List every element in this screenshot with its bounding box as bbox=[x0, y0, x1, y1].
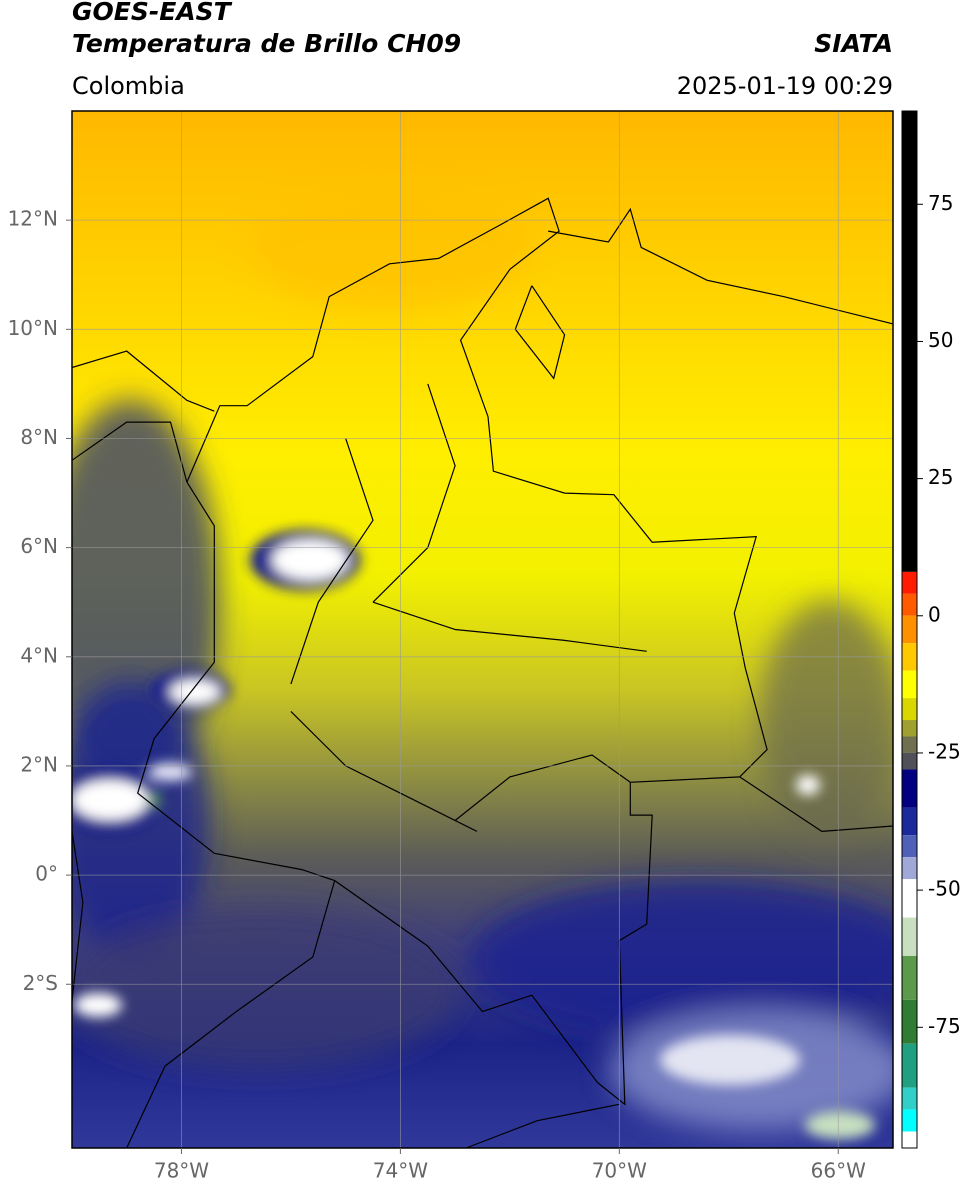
grid bbox=[72, 111, 893, 1148]
colorbar bbox=[902, 111, 917, 1148]
colorbar-segment bbox=[902, 698, 917, 721]
region: Colombia bbox=[72, 72, 185, 100]
colorbar-segment bbox=[902, 643, 917, 671]
colorbar-segment bbox=[902, 1087, 917, 1110]
convective-cells bbox=[72, 530, 875, 1139]
colorbar-segment bbox=[902, 670, 917, 699]
colorbar-segment bbox=[902, 615, 917, 644]
border-line bbox=[290, 438, 374, 685]
colorbar-segment bbox=[902, 736, 917, 753]
timestamp: 2025-01-19 00:29 bbox=[677, 72, 893, 100]
x-tick-label: 70°W bbox=[592, 1159, 647, 1183]
colorbar-segment bbox=[902, 857, 917, 880]
colorbar-segment bbox=[902, 835, 917, 858]
y-tick-label: 2°S bbox=[23, 971, 58, 995]
border-line bbox=[72, 831, 84, 1001]
colorbar-tick-label: 75 bbox=[928, 191, 953, 215]
border-line bbox=[465, 1103, 620, 1148]
colorbar-segment bbox=[902, 807, 917, 836]
colorbar-segment bbox=[902, 111, 917, 572]
map-frame bbox=[71, 110, 894, 1149]
colorbar-segment bbox=[902, 720, 917, 737]
border-line bbox=[126, 880, 336, 1148]
title: GOES-EAST bbox=[72, 0, 233, 26]
colorbar-segment bbox=[902, 752, 917, 770]
y-tick-label: 8°N bbox=[20, 425, 58, 449]
x-tick-label: 74°W bbox=[373, 1159, 428, 1183]
y-tick-label: 0° bbox=[35, 862, 58, 886]
y-tick-label: 10°N bbox=[8, 316, 58, 340]
border-line bbox=[72, 421, 188, 483]
colorbar-tick-label: -25 bbox=[928, 739, 961, 763]
map-area bbox=[72, 111, 893, 1148]
y-tick-label: 12°N bbox=[8, 207, 58, 231]
source: SIATA bbox=[814, 29, 893, 58]
subtitle: Temperatura de Brillo CH09 bbox=[72, 29, 461, 58]
colorbar-tick-label: 25 bbox=[928, 465, 953, 489]
colorbar-segment bbox=[902, 955, 917, 1000]
border-line bbox=[72, 350, 215, 412]
colorbar-tick-label: -50 bbox=[928, 877, 961, 901]
y-tick-label: 2°N bbox=[20, 752, 58, 776]
colorbar-segment bbox=[902, 1109, 917, 1132]
x-tick-label: 66°W bbox=[811, 1159, 866, 1183]
colorbar-segment bbox=[902, 999, 917, 1044]
colorbar-tick-label: 0 bbox=[928, 602, 941, 626]
border-line bbox=[548, 207, 893, 325]
colorbar-segment bbox=[902, 1043, 917, 1088]
border-line bbox=[372, 601, 647, 652]
colorbar-segment bbox=[902, 571, 917, 594]
y-tick-label: 6°N bbox=[20, 534, 58, 558]
colorbar-frame bbox=[901, 110, 918, 1149]
y-tick-label: 4°N bbox=[20, 643, 58, 667]
border-line bbox=[739, 776, 893, 833]
colorbar-segment bbox=[902, 1131, 917, 1148]
x-tick-label: 78°W bbox=[154, 1159, 209, 1183]
colorbar-segment bbox=[902, 917, 917, 956]
colorbar-segment bbox=[902, 769, 917, 808]
colorbar-tick-label: -75 bbox=[928, 1014, 961, 1038]
border-line bbox=[514, 285, 566, 380]
border-line bbox=[290, 710, 478, 832]
colorbar-tick-label: 50 bbox=[928, 328, 953, 352]
country-borders bbox=[72, 197, 893, 1148]
colorbar-segment bbox=[902, 593, 917, 616]
colorbar-segment bbox=[902, 879, 917, 918]
